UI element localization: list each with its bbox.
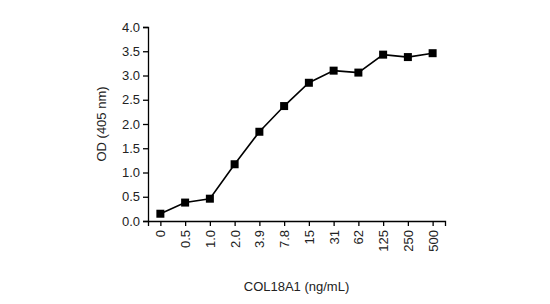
x-tick: 500: [426, 221, 441, 252]
y-axis-line: [143, 28, 149, 222]
x-tick: 7.8: [277, 221, 292, 248]
x-tick: 31: [327, 221, 342, 244]
x-tick-mark: [210, 221, 211, 226]
x-tick-label: 250: [401, 230, 416, 252]
y-tick-label: 0.5: [122, 189, 140, 204]
data-point: [231, 160, 239, 168]
x-axis: 0 0.5 1.0 2.0 3.9 7.8 15 31 62 125 250 500: [149, 221, 446, 252]
y-axis: 0.0 0.5 1.0 1.5 2.0 2.5 3.0 3.5 4.0: [122, 20, 149, 229]
x-tick-label: 500: [426, 230, 441, 252]
x-tick-label: 7.8: [277, 230, 292, 248]
x-tick-mark: [259, 221, 260, 226]
data-point: [379, 51, 387, 59]
y-tick-label: 1.5: [122, 141, 140, 156]
y-tick-label: 3.0: [122, 68, 140, 83]
x-tick-mark: [333, 221, 334, 226]
x-tick: 2.0: [228, 221, 243, 248]
y-tick-mark: [143, 197, 148, 198]
x-axis-title: COL18A1 (ng/mL): [244, 279, 350, 294]
x-tick-label: 3.9: [252, 230, 267, 248]
x-tick-label: 1.0: [203, 230, 218, 248]
x-tick-label: 2.0: [228, 230, 243, 248]
y-axis-title: OD (405 nm): [94, 86, 109, 161]
x-tick-label: 0: [153, 230, 168, 237]
data-point: [354, 69, 362, 77]
x-tick: 250: [401, 221, 416, 252]
y-tick-mark: [143, 27, 148, 28]
data-point: [429, 49, 437, 57]
y-tick-mark: [143, 124, 148, 125]
y-tick-mark: [143, 51, 148, 52]
y-tick-mark: [143, 221, 148, 222]
x-tick-mark: [160, 221, 161, 226]
data-point: [305, 79, 313, 87]
y-tick: 2.5: [122, 92, 148, 107]
x-axis-line: [149, 222, 446, 227]
data-point: [280, 102, 288, 110]
x-tick-mark: [358, 221, 359, 226]
x-tick-label: 15: [302, 230, 317, 244]
x-tick-mark: [234, 221, 235, 226]
x-tick-mark: [408, 221, 409, 226]
x-tick-mark: [309, 221, 310, 226]
x-tick-label: 31: [327, 230, 342, 244]
y-tick-label: 1.0: [122, 165, 140, 180]
y-tick-label: 0.0: [122, 214, 140, 229]
y-tick: 1.0: [122, 165, 148, 180]
x-tick: 125: [376, 221, 391, 252]
y-tick: 4.0: [122, 20, 148, 35]
y-tick: 1.5: [122, 141, 148, 156]
y-tick-mark: [143, 75, 148, 76]
y-tick: 2.0: [122, 117, 148, 132]
x-tick: 0.5: [178, 221, 193, 248]
data-point: [206, 195, 214, 203]
data-point: [156, 210, 164, 218]
y-tick: 3.5: [122, 44, 148, 59]
data-point: [404, 53, 412, 61]
x-tick: 15: [302, 221, 317, 244]
x-tick: 3.9: [252, 221, 267, 248]
x-tick-label: 0.5: [178, 230, 193, 248]
x-tick-mark: [383, 221, 384, 226]
chart: 0.0 0.5 1.0 1.5 2.0 2.5 3.0 3.5 4.0 0 0.5 1.0 2.0 3.9…: [0, 0, 550, 304]
data-point: [255, 128, 263, 136]
x-tick: 1.0: [203, 221, 218, 248]
data-line: [160, 53, 432, 214]
y-tick-label: 2.0: [122, 117, 140, 132]
x-tick-label: 125: [376, 230, 391, 252]
x-tick-mark: [432, 221, 433, 226]
y-tick-label: 4.0: [122, 20, 140, 35]
data-point: [330, 67, 338, 75]
data-point: [181, 199, 189, 207]
y-tick-mark: [143, 100, 148, 101]
x-tick-mark: [185, 221, 186, 226]
y-tick-mark: [143, 148, 148, 149]
y-tick-label: 2.5: [122, 92, 140, 107]
x-tick-label: 62: [351, 230, 366, 244]
y-tick-mark: [143, 172, 148, 173]
y-tick: 0.5: [122, 189, 148, 204]
y-tick: 3.0: [122, 68, 148, 83]
y-tick: 0.0: [122, 214, 148, 229]
x-tick: 0: [153, 221, 168, 237]
y-tick-label: 3.5: [122, 44, 140, 59]
marks: [156, 49, 436, 218]
x-tick: 62: [351, 221, 366, 244]
plot: 0.0 0.5 1.0 1.5 2.0 2.5 3.0 3.5 4.0 0 0.5 1.0 2.0 3.9…: [122, 20, 446, 252]
x-tick-mark: [284, 221, 285, 226]
